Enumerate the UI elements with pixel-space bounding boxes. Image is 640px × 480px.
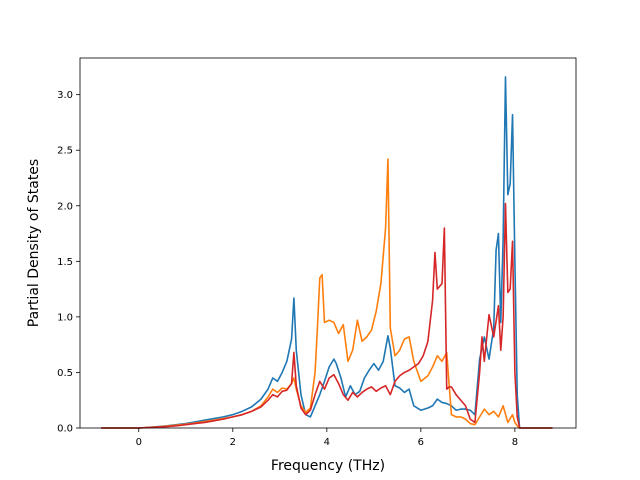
y-tick-label: 2.5 <box>57 146 73 157</box>
series-line-1 <box>101 76 553 429</box>
y-tick-label: 1.0 <box>57 312 73 323</box>
y-tick-label: 1.5 <box>57 257 73 268</box>
y-axis-title: Partial Density of States <box>26 159 42 327</box>
y-tick-label: 3.0 <box>57 90 73 101</box>
x-tick-label: 4 <box>324 437 330 448</box>
x-axis-ticks: 0 2 4 6 8 <box>136 428 518 448</box>
x-tick-label: 6 <box>418 437 424 448</box>
y-tick-label: 2.0 <box>57 201 73 212</box>
series-layer <box>101 76 553 429</box>
series-line-3 <box>101 202 553 429</box>
x-axis-title: Frequency (THz) <box>271 458 385 474</box>
plot-frame <box>79 57 577 429</box>
x-tick-label: 8 <box>512 437 518 448</box>
y-tick-label: 0.5 <box>57 368 73 379</box>
x-tick-label: 2 <box>230 437 236 448</box>
y-axis-ticks: 0.0 0.5 1.0 1.5 2.0 2.5 3.0 <box>57 90 80 435</box>
x-tick-label: 0 <box>136 437 142 448</box>
y-tick-label: 0.0 <box>57 424 73 435</box>
